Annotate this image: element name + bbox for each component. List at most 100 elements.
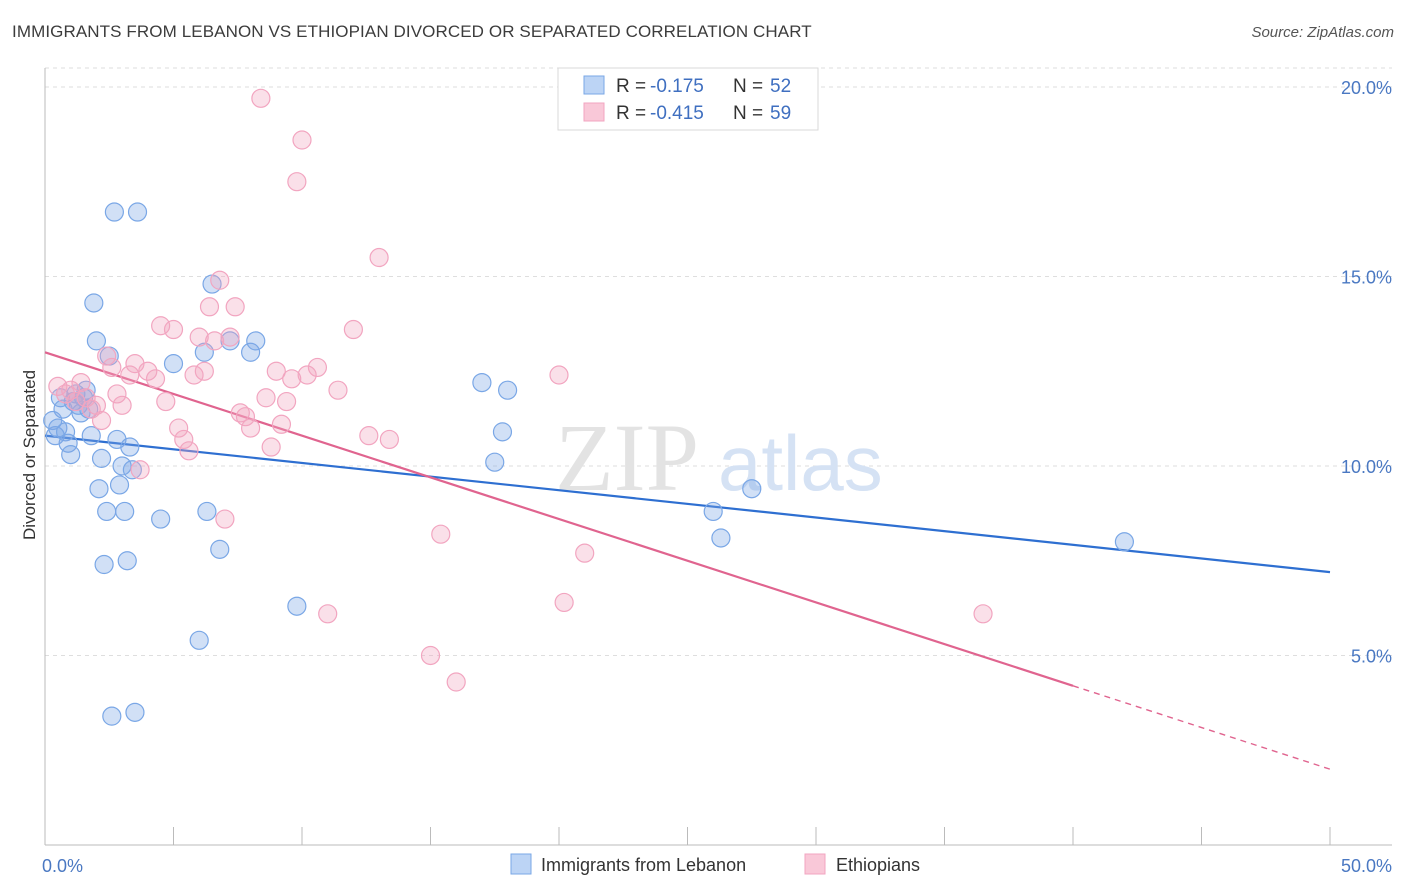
point-s1-27 <box>199 297 220 317</box>
point-s1-42 <box>282 369 302 389</box>
point-s0-45 <box>472 372 492 393</box>
trend-line-dashed-1 <box>1072 685 1331 770</box>
point-s0-34 <box>151 509 171 529</box>
watermark: ZIP atlas <box>555 404 883 511</box>
point-s1-5 <box>76 388 96 408</box>
point-s0-44 <box>287 596 307 616</box>
point-s1-39 <box>266 361 286 381</box>
point-s1-53 <box>420 645 441 666</box>
point-s0-33 <box>127 202 148 222</box>
point-s0-3 <box>50 388 71 408</box>
point-s0-43 <box>246 331 266 351</box>
point-s1-15 <box>130 460 150 480</box>
point-s0-26 <box>109 475 130 495</box>
point-s0-48 <box>498 380 518 400</box>
point-s1-7 <box>86 395 107 415</box>
point-s0-50 <box>711 528 731 548</box>
watermark-zip: ZIP <box>555 404 699 511</box>
watermark-atlas: atlas <box>718 419 883 507</box>
point-s1-36 <box>251 88 271 108</box>
axes <box>44 68 1392 846</box>
trend-line-solid-1 <box>44 351 1074 687</box>
point-s1-37 <box>256 388 276 408</box>
legend-n-value-1: 52 <box>770 76 791 97</box>
point-s0-7 <box>61 445 81 465</box>
bottom-legend-swatch-lebanon <box>510 853 532 875</box>
legend-n-label-2: N = <box>733 103 763 124</box>
point-s1-31 <box>220 327 240 347</box>
bottom-legend: Immigrants from Lebanon Ethiopians <box>510 853 920 875</box>
x-tick-labels: 0.0% 50.0% <box>42 856 1392 876</box>
point-s1-51 <box>369 247 389 268</box>
chart-source: Source: ZipAtlas.com <box>1251 24 1394 41</box>
point-s0-30 <box>120 437 140 457</box>
chart-title: IMMIGRANTS FROM LEBANON VS ETHIOPIAN DIV… <box>12 22 812 41</box>
point-s1-20 <box>163 319 184 340</box>
point-s1-11 <box>107 384 127 404</box>
x-tick-label-0: 0.0% <box>42 856 83 876</box>
point-s1-58 <box>575 543 595 563</box>
point-s1-40 <box>271 414 292 434</box>
point-s0-15 <box>81 426 101 446</box>
point-s0-18 <box>89 479 109 499</box>
point-s1-54 <box>431 524 451 544</box>
bottom-legend-label-ethiopians: Ethiopians <box>836 855 920 875</box>
point-s1-9 <box>97 346 117 366</box>
y-tick-labels: 5.0% 10.0% 15.0% 20.0% <box>1341 78 1392 667</box>
point-s1-16 <box>138 361 158 381</box>
point-s1-48 <box>328 380 348 400</box>
point-s1-17 <box>145 369 166 389</box>
point-s0-31 <box>122 460 142 480</box>
point-s1-56 <box>549 365 569 385</box>
point-s0-49 <box>703 501 723 522</box>
point-s1-24 <box>184 365 204 385</box>
point-s1-44 <box>292 130 312 150</box>
point-s1-43 <box>287 172 307 192</box>
point-s1-19 <box>156 391 176 412</box>
point-s0-51 <box>742 479 762 499</box>
point-s0-52 <box>1114 532 1135 552</box>
point-s1-8 <box>91 410 112 431</box>
point-s0-19 <box>91 448 112 468</box>
point-s1-41 <box>276 391 297 412</box>
point-s0-36 <box>189 630 209 650</box>
point-s1-2 <box>61 380 81 400</box>
point-s0-32 <box>125 702 145 722</box>
point-s0-6 <box>58 433 78 453</box>
point-s1-59 <box>973 604 993 624</box>
point-s1-55 <box>446 672 466 692</box>
point-s1-52 <box>379 429 399 450</box>
point-s1-10 <box>102 357 122 378</box>
point-s1-45 <box>297 365 317 385</box>
point-s0-27 <box>112 456 132 476</box>
point-s0-23 <box>102 706 122 726</box>
point-s0-16 <box>84 293 104 313</box>
point-s0-46 <box>485 452 505 472</box>
legend-swatch-ethiopians <box>583 102 605 122</box>
point-s1-29 <box>210 270 230 290</box>
point-s1-3 <box>66 391 86 412</box>
point-s1-23 <box>179 441 199 461</box>
y-tick-label-1: 10.0% <box>1341 457 1392 477</box>
point-s1-21 <box>169 418 189 438</box>
point-s1-49 <box>343 319 363 340</box>
point-s0-42 <box>241 342 261 362</box>
point-s1-35 <box>241 418 261 438</box>
point-s1-4 <box>71 372 91 393</box>
point-s0-5 <box>55 422 76 442</box>
point-s1-22 <box>174 429 194 450</box>
bottom-legend-label-lebanon: Immigrants from Lebanon <box>541 855 746 875</box>
data-points <box>43 88 1135 726</box>
point-s0-24 <box>104 202 124 222</box>
point-s1-47 <box>318 604 338 624</box>
trend-lines <box>44 351 1331 770</box>
point-s1-25 <box>189 327 209 347</box>
point-s0-40 <box>210 539 230 559</box>
point-s1-38 <box>261 437 281 457</box>
point-s0-29 <box>117 551 137 571</box>
point-s0-21 <box>97 501 117 522</box>
top-legend: R = -0.175 N = 52 R = -0.415 N = 59 <box>557 67 819 131</box>
point-s1-1 <box>55 384 76 404</box>
legend-n-value-2: 59 <box>770 103 791 124</box>
